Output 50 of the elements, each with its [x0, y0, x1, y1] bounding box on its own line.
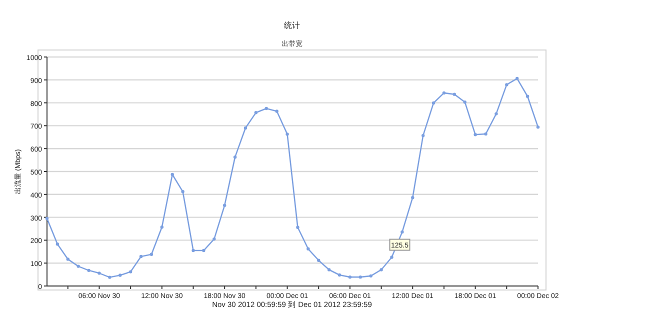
point [87, 268, 90, 272]
point [202, 248, 206, 252]
point [150, 252, 154, 256]
point [338, 273, 342, 277]
point [390, 256, 394, 259]
point [380, 268, 383, 272]
point [118, 274, 122, 277]
point [317, 258, 320, 262]
point [286, 132, 289, 136]
point [160, 226, 164, 229]
point [463, 100, 466, 104]
line-series [45, 76, 540, 279]
point [452, 92, 456, 96]
point [139, 254, 143, 258]
point [400, 230, 404, 234]
point [76, 264, 80, 268]
point [233, 155, 237, 159]
point [442, 91, 446, 95]
point [526, 94, 530, 98]
point [306, 247, 310, 250]
point [181, 190, 184, 194]
chart-title: 统计 [284, 21, 300, 30]
point [108, 276, 112, 279]
point [474, 133, 477, 136]
point [244, 126, 248, 130]
point [45, 216, 49, 220]
point [505, 83, 508, 86]
point [411, 196, 414, 200]
point [432, 101, 436, 105]
point [369, 274, 372, 278]
point [128, 270, 132, 274]
point [494, 112, 498, 116]
point [296, 226, 300, 229]
point [66, 258, 70, 261]
point [192, 248, 195, 252]
point [264, 106, 268, 110]
point [421, 134, 425, 138]
point [516, 76, 519, 80]
point [98, 272, 101, 275]
point [327, 268, 331, 272]
point [275, 110, 278, 113]
point [170, 172, 174, 176]
point [484, 132, 488, 136]
point [358, 275, 362, 279]
point [212, 237, 216, 241]
point [536, 125, 540, 129]
point [222, 204, 226, 207]
point [56, 242, 60, 246]
point [254, 111, 258, 114]
point [348, 275, 352, 279]
